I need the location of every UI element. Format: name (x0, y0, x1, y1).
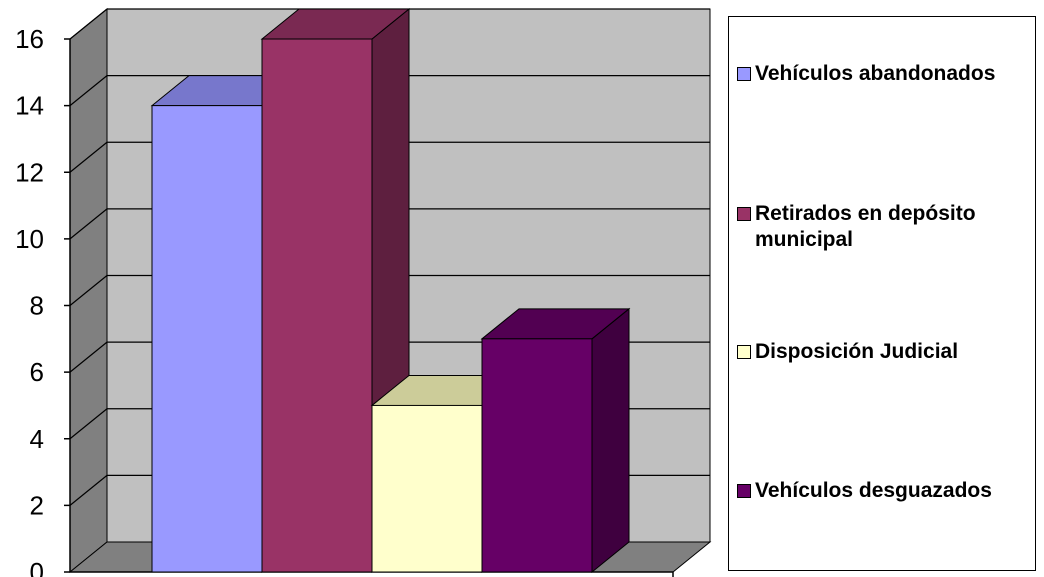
bar (151, 105, 263, 573)
gridline-side (69, 341, 108, 373)
legend-swatch (737, 67, 751, 81)
y-tick-label: 6 (30, 357, 44, 387)
bar (371, 404, 483, 573)
gridline-side (69, 208, 108, 240)
legend-item: Vehículos abandonados (737, 61, 1033, 87)
bar (261, 38, 373, 573)
gridline-side (69, 141, 108, 173)
legend: Vehículos abandonados Retirados en depósi… (728, 16, 1036, 571)
y-tick-label: 8 (30, 291, 44, 321)
legend-swatch (737, 345, 751, 359)
legend-label: Vehículos abandonados (755, 62, 996, 85)
y-tick-label: 16 (15, 24, 44, 54)
y-tick-label: 4 (30, 424, 44, 454)
legend-swatch (737, 484, 751, 498)
bar (481, 338, 593, 573)
legend-label: Disposición Judicial (755, 340, 959, 363)
y-tick-label: 10 (15, 224, 44, 254)
legend-item: Vehículos desguazados (737, 478, 1033, 504)
gridline-side (69, 8, 108, 40)
legend-label: Vehículos desguazados (755, 479, 992, 502)
gridline-side (69, 75, 108, 107)
legend-label: Retirados en depósito municipal (755, 202, 976, 251)
legend-item: Disposición Judicial (737, 339, 1033, 365)
gridline-side (69, 474, 108, 506)
y-tick-label: 2 (30, 490, 44, 520)
y-tick-label: 14 (15, 91, 44, 121)
legend-item: Retirados en depósito municipal (737, 201, 1033, 253)
chart-plot: 0 2 4 6 8 10 12 14 16 (15, 7, 712, 577)
bar-side (591, 307, 630, 574)
gridline-side (69, 408, 108, 440)
y-tick-label: 12 (15, 157, 44, 187)
y-tick-label: 0 (30, 557, 44, 577)
gridline-side (69, 275, 108, 306)
legend-swatch (737, 207, 751, 221)
